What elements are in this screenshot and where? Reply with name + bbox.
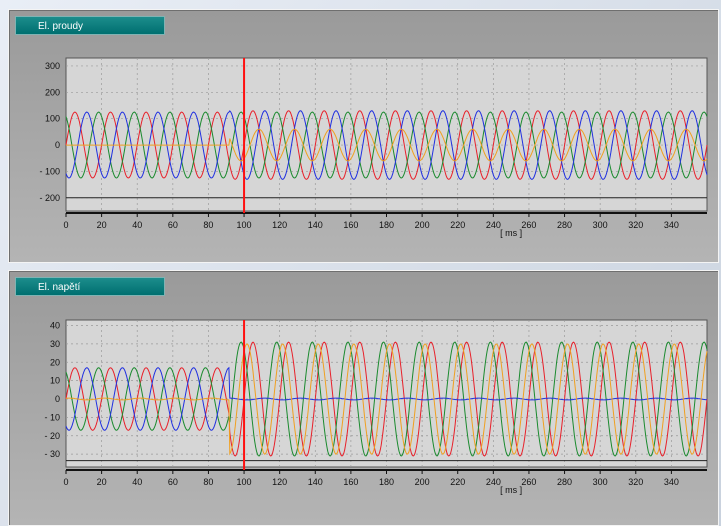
- currents-x-axis-unit: [ ms ]: [500, 228, 522, 238]
- voltages-x-tick-label: 160: [343, 477, 358, 487]
- voltages-x-tick-label: 280: [557, 477, 572, 487]
- currents-x-tick-label: 260: [521, 220, 536, 230]
- voltages-y-tick-label: 40: [50, 321, 60, 331]
- currents-x-tick-label: 40: [132, 220, 142, 230]
- voltages-y-tick-label: - 20: [44, 431, 60, 441]
- voltages-x-axis-unit: [ ms ]: [500, 485, 522, 495]
- voltages-series-4-line: [66, 343, 708, 456]
- currents-y-tick-label: 0: [55, 140, 60, 150]
- currents-y-tick-label: 100: [45, 114, 60, 124]
- voltages-x-tick-label: 140: [308, 477, 323, 487]
- voltages-tab[interactable]: El. napětí: [15, 277, 165, 296]
- voltages-x-tick-label: 80: [203, 477, 213, 487]
- currents-x-tick-label: 240: [486, 220, 501, 230]
- voltages-x-tick-label: 100: [237, 477, 252, 487]
- voltages-y-tick-label: 0: [55, 394, 60, 404]
- currents-y-tick-label: - 100: [39, 166, 60, 176]
- voltages-y-tick-label: 10: [50, 376, 60, 386]
- currents-x-tick-label: 320: [628, 220, 643, 230]
- currents-x-tick-label: 20: [97, 220, 107, 230]
- currents-x-tick-label: 180: [379, 220, 394, 230]
- currents-x-tick-label: 80: [203, 220, 213, 230]
- voltages-x-tick-label: 240: [486, 477, 501, 487]
- currents-series-4-line: [66, 128, 708, 162]
- voltages-x-tick-label: 200: [415, 477, 430, 487]
- currents-series-2-line: [65, 111, 708, 179]
- voltages-x-tick-label: 60: [168, 477, 178, 487]
- currents-x-tick-label: 60: [168, 220, 178, 230]
- currents-x-tick-label: 0: [63, 220, 68, 230]
- voltages-series-1-line: [65, 341, 708, 457]
- currents-x-tick-label: 220: [450, 220, 465, 230]
- currents-x-tick-label: 200: [415, 220, 430, 230]
- voltages-y-tick-label: - 10: [44, 412, 60, 422]
- currents-tab[interactable]: El. proudy: [15, 16, 165, 35]
- voltages-x-tick-label: 20: [97, 477, 107, 487]
- voltages-y-tick-label: 30: [50, 339, 60, 349]
- voltages-y-tick-label: - 30: [44, 449, 60, 459]
- voltages-x-tick-label: 0: [63, 477, 68, 487]
- currents-y-tick-label: - 200: [39, 193, 60, 203]
- currents-x-tick-label: 280: [557, 220, 572, 230]
- voltages-series-3-line: [65, 366, 708, 431]
- currents-x-tick-label: 120: [272, 220, 287, 230]
- voltages-x-tick-label: 120: [272, 477, 287, 487]
- currents-y-tick-label: 200: [45, 87, 60, 97]
- currents-x-tick-label: 300: [593, 220, 608, 230]
- voltages-x-tick-label: 40: [132, 477, 142, 487]
- voltages-x-tick-label: 340: [664, 477, 679, 487]
- voltages-x-tick-label: 220: [450, 477, 465, 487]
- voltages-x-tick-label: 260: [521, 477, 536, 487]
- voltages-x-tick-label: 180: [379, 477, 394, 487]
- currents-x-tick-label: 340: [664, 220, 679, 230]
- currents-series-3-line: [65, 110, 708, 180]
- currents-y-tick-label: 300: [45, 61, 60, 71]
- currents-x-tick-label: 160: [343, 220, 358, 230]
- voltages-plot-area: [65, 319, 708, 468]
- voltages-x-tick-label: 320: [628, 477, 643, 487]
- currents-x-tick-label: 140: [308, 220, 323, 230]
- voltages-y-tick-label: 20: [50, 357, 60, 367]
- voltages-x-tick-label: 300: [593, 477, 608, 487]
- currents-x-tick-label: 100: [237, 220, 252, 230]
